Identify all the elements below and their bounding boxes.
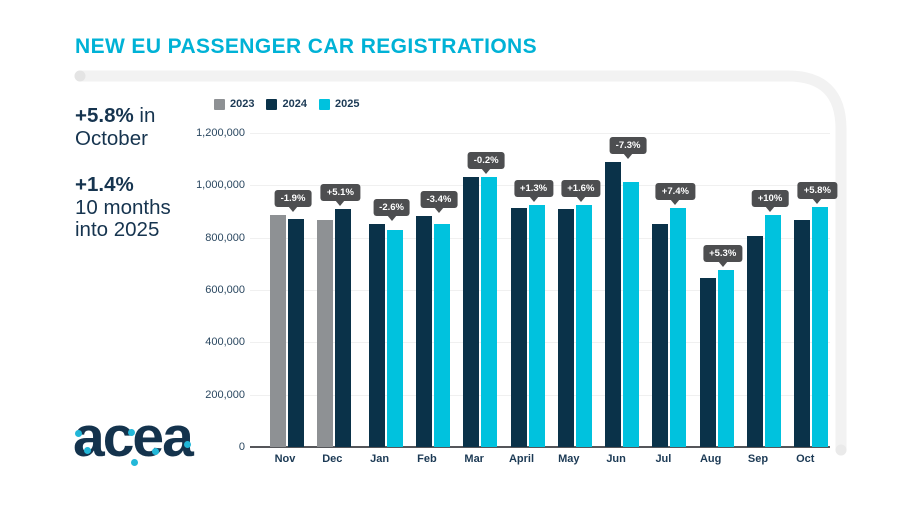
stat-ytd-line1: +1.4%	[75, 173, 134, 196]
y-tick-label: 600,000	[205, 284, 245, 296]
change-tooltip: -1.9%	[274, 189, 312, 207]
bar-jun-2025	[623, 182, 640, 447]
y-tick-label: 200,000	[205, 388, 245, 401]
month-label: Sep	[747, 453, 769, 465]
bar-aug-2024	[699, 278, 716, 447]
month-label: Jan	[370, 453, 390, 465]
legend-label: 2025	[334, 98, 360, 110]
bar-jun-2024	[605, 161, 622, 447]
gridline	[250, 133, 830, 134]
bar-may-2025	[575, 204, 592, 447]
month-label: Feb	[417, 453, 437, 465]
stat-october-line2: October	[75, 126, 148, 150]
bar-oct-2024	[794, 219, 811, 447]
month-label: Nov	[274, 453, 296, 465]
change-tooltip: +5.8%	[797, 181, 837, 199]
tooltip-pointer-icon	[335, 199, 346, 206]
legend-swatch-icon	[318, 98, 330, 110]
bar-aug-2025	[717, 269, 734, 447]
y-tick-label: 800,000	[205, 231, 245, 244]
change-tooltip: +10%	[751, 189, 789, 207]
month-label: Oct	[796, 453, 815, 465]
tooltip-pointer-icon	[575, 195, 586, 202]
y-tick-label: 400,000	[205, 336, 245, 349]
change-tooltip: +7.4%	[655, 182, 695, 200]
stat-october-line1: +5.8% in	[75, 104, 156, 127]
tooltip-pointer-icon	[812, 197, 823, 204]
bar-april-2025	[528, 204, 545, 447]
x-axis-line	[250, 446, 830, 448]
bar-dec-2024	[335, 208, 352, 447]
bar-mar-2024	[463, 176, 480, 447]
change-tooltip: +5.3%	[703, 244, 743, 262]
change-tooltip: -3.4%	[420, 190, 458, 208]
tooltip-pointer-icon	[670, 198, 681, 205]
y-tick-label: 1,200,000	[196, 127, 245, 139]
logo-dot-icon	[128, 429, 135, 436]
y-tick-label: 1,000,000	[196, 179, 245, 192]
legend-label: 2024	[282, 98, 307, 110]
month-label: April	[508, 453, 535, 465]
bar-may-2024	[557, 208, 574, 447]
bar-feb-2024	[415, 215, 432, 447]
acea-logo: acea	[73, 406, 223, 481]
month-label: Jul	[655, 453, 672, 465]
bar-sep-2025	[765, 214, 781, 447]
change-tooltip: -0.2%	[467, 151, 505, 169]
change-tooltip: +1.3%	[513, 179, 554, 197]
legend-item-2025: 2025	[318, 98, 360, 110]
bar-nov-2024	[288, 219, 304, 447]
page-title: NEW EU PASSENGER CAR REGISTRATIONS	[75, 35, 538, 58]
month-label: Aug	[699, 453, 722, 465]
tooltip-pointer-icon	[481, 167, 492, 174]
stat-ytd-line3: into 2025	[75, 218, 160, 241]
tooltip-pointer-icon	[765, 205, 775, 212]
bar-jul-2025	[670, 207, 687, 447]
bar-feb-2025	[433, 223, 450, 447]
acea-logo-text: acea	[73, 405, 194, 469]
legend-item-2024: 2024	[266, 98, 307, 110]
y-tick-label: 0	[238, 441, 245, 453]
logo-dot-icon	[184, 441, 191, 448]
stat-ytd-line2: 10 months	[75, 195, 171, 219]
change-tooltip: -7.3%	[609, 136, 647, 154]
tooltip-pointer-icon	[288, 205, 298, 212]
bar-mar-2025	[481, 177, 498, 447]
logo-dot-icon	[84, 447, 91, 454]
month-label: May	[558, 453, 580, 465]
month-label: Mar	[464, 453, 484, 465]
legend-swatch-icon	[266, 98, 278, 110]
bar-jan-2025	[386, 229, 403, 447]
bar-dec-2023	[317, 220, 334, 447]
month-label: Dec	[322, 453, 343, 465]
bar-sep-2024	[747, 235, 763, 447]
legend-label: 2023	[230, 98, 255, 110]
tooltip-pointer-icon	[386, 214, 397, 221]
tooltip-pointer-icon	[623, 152, 634, 159]
tooltip-pointer-icon	[528, 195, 539, 202]
legend-item-2023: 2023	[214, 98, 254, 110]
logo-dot-icon	[131, 459, 138, 466]
bar-jul-2024	[652, 224, 669, 447]
chart-legend: 2023 2024 2025	[214, 98, 359, 110]
change-tooltip: -2.6%	[373, 198, 411, 216]
logo-dot-icon	[152, 448, 159, 455]
change-tooltip: +5.1%	[320, 183, 360, 201]
tooltip-pointer-icon	[717, 260, 728, 267]
legend-swatch-icon	[214, 98, 225, 110]
stat-ytd: +1.4% 10 months into 2025	[75, 173, 171, 242]
bar-jan-2024	[368, 223, 385, 447]
logo-dot-icon	[75, 430, 82, 437]
bar-nov-2023	[270, 214, 286, 447]
month-label: Jun	[606, 453, 626, 465]
stat-october: +5.8% in October	[75, 104, 156, 150]
change-tooltip: +1.6%	[561, 179, 601, 197]
bar-oct-2025	[812, 206, 829, 447]
tooltip-pointer-icon	[433, 206, 444, 213]
bar-april-2024	[510, 208, 527, 447]
